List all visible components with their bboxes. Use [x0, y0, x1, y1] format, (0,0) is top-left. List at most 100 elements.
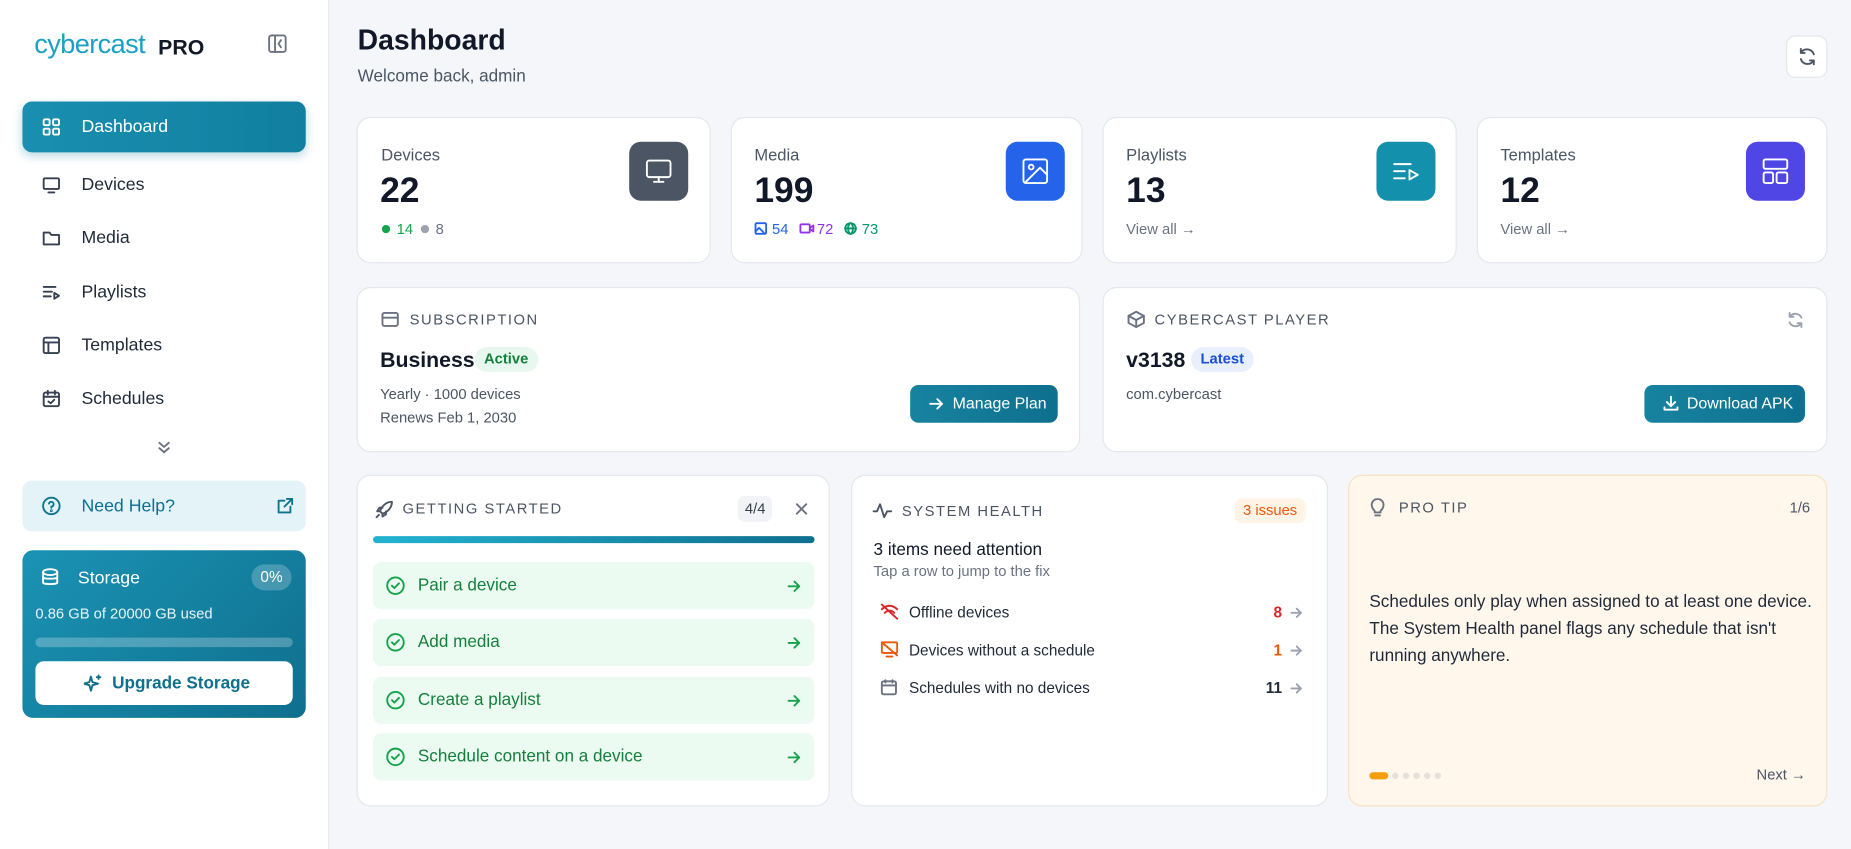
nav-item[interactable]: Media: [22, 213, 305, 264]
health-row[interactable]: Schedules with no devices 11: [880, 678, 1306, 702]
stat-card[interactable]: Playlists 13 View all →: [1102, 116, 1457, 264]
health-count: 1: [1273, 641, 1283, 659]
stat-icon: [1745, 141, 1805, 201]
stat-card[interactable]: Media 199 54 72 73: [730, 116, 1083, 264]
image-icon: [754, 222, 768, 235]
online-count: 14: [396, 220, 414, 238]
page-subtitle: Welcome back, admin: [357, 67, 526, 87]
nav-item[interactable]: Schedules: [22, 373, 305, 424]
offline-dot: [420, 224, 430, 234]
storage-percent: 0%: [251, 564, 292, 591]
button-label: Download APK: [1686, 394, 1794, 413]
nav-item[interactable]: Dashboard: [22, 101, 306, 153]
web-count: 73: [861, 220, 879, 238]
expand-more[interactable]: [157, 440, 171, 454]
collapse-button[interactable]: [268, 34, 287, 53]
issues-badge: 3 issues: [1234, 498, 1306, 524]
health-summary: 3 items need attention: [873, 540, 1042, 560]
refresh-icon: [1799, 48, 1815, 66]
button-label: Manage Plan: [952, 394, 1047, 413]
external-icon: [277, 497, 294, 514]
tip-text: Schedules only play when assigned to at …: [1369, 592, 1812, 666]
refresh-button[interactable]: [1786, 35, 1828, 78]
nav-item[interactable]: Playlists: [22, 267, 305, 318]
step-row[interactable]: Schedule content on a device: [373, 733, 815, 781]
nav-item[interactable]: Templates: [22, 320, 305, 371]
help-label: Need Help?: [81, 495, 175, 517]
storage-card: Storage 0% 0.86 GB of 20000 GB used Upgr…: [22, 550, 306, 718]
stat-icon: [1376, 141, 1436, 201]
step-row[interactable]: Create a playlist: [373, 676, 815, 724]
manage-plan-button[interactable]: Manage Plan: [910, 384, 1058, 423]
step-label: Pair a device: [417, 576, 517, 596]
renewal-date: Renews Feb 1, 2030: [380, 409, 517, 427]
refresh-icon[interactable]: [1787, 311, 1804, 329]
dismiss-button[interactable]: [795, 503, 808, 515]
stat-card[interactable]: Devices 22 14 8: [356, 116, 711, 264]
step-row[interactable]: Add media: [373, 618, 815, 666]
step-label: Add media: [417, 632, 500, 652]
stat-label: Media: [754, 145, 800, 165]
nav-icon: [42, 285, 60, 300]
online-dot: [381, 224, 391, 234]
page-title: Dashboard: [357, 24, 506, 57]
tip-pagination[interactable]: [1369, 771, 1452, 780]
health-hint: Tap a row to jump to the fix: [873, 563, 1050, 580]
nav-label: Devices: [81, 174, 145, 195]
storage-title: Storage: [77, 567, 140, 589]
plan-details: Yearly · 1000 devices: [380, 386, 521, 403]
card-icon: [381, 311, 399, 327]
upgrade-label: Upgrade Storage: [112, 674, 251, 694]
view-all-link[interactable]: View all →: [1500, 220, 1570, 238]
latest-badge: Latest: [1191, 347, 1254, 372]
nav-icon: [42, 177, 60, 194]
storage-bar: [35, 637, 293, 648]
storage-icon: [42, 568, 59, 585]
progress-bar: [373, 536, 815, 544]
health-label: Schedules with no devices: [908, 678, 1090, 697]
nav-label: Templates: [81, 335, 163, 356]
stat-value: 13: [1126, 171, 1166, 211]
web-icon: [844, 222, 857, 235]
logo: cybercast: [34, 28, 146, 60]
step-label: Schedule content on a device: [417, 747, 643, 767]
download-apk-button[interactable]: Download APK: [1644, 384, 1805, 423]
package-icon: [1127, 310, 1145, 329]
status-badge: Active: [474, 347, 538, 372]
step-label: Create a playlist: [417, 690, 541, 710]
nav-icon: [42, 231, 60, 246]
section-heading: CYBERCAST PLAYER: [1154, 311, 1331, 329]
next-button[interactable]: Next →: [1756, 766, 1806, 783]
stat-label: Templates: [1500, 145, 1576, 165]
progress-count: 4/4: [737, 495, 773, 522]
getting-started-card: GETTING STARTED 4/4 Pair a device Add me…: [356, 474, 830, 807]
section-heading: GETTING STARTED: [402, 500, 563, 518]
stat-label: Devices: [381, 145, 441, 165]
sidebar: cybercast PRO Dashboard Devices Media Pl…: [0, 0, 330, 849]
upgrade-button[interactable]: Upgrade Storage: [35, 661, 293, 705]
player-version: v3138: [1126, 348, 1186, 372]
section-heading: PRO TIP: [1398, 499, 1469, 517]
help-link[interactable]: Need Help?: [22, 480, 306, 532]
logo-badge: PRO: [158, 35, 205, 60]
health-row[interactable]: Devices without a schedule 1: [880, 640, 1306, 664]
health-count: 8: [1273, 603, 1283, 622]
bulb-icon: [1370, 498, 1385, 517]
image-count: 54: [772, 220, 789, 238]
stat-card[interactable]: Templates 12 View all →: [1476, 116, 1828, 264]
package-name: com.cybercast: [1126, 386, 1222, 403]
plan-name: Business: [380, 348, 475, 372]
health-row[interactable]: Offline devices 8: [880, 602, 1306, 626]
health-count: 11: [1265, 678, 1283, 697]
nav-icon: [42, 389, 60, 408]
step-row[interactable]: Pair a device: [373, 562, 815, 610]
sparkle-icon: [83, 674, 102, 692]
health-label: Devices without a schedule: [908, 641, 1095, 659]
nav-label: Dashboard: [81, 116, 169, 137]
nav-item[interactable]: Devices: [22, 159, 305, 210]
stat-value: 199: [754, 171, 814, 211]
view-all-link[interactable]: View all →: [1126, 220, 1196, 238]
storage-usage: 0.86 GB of 20000 GB used: [35, 605, 213, 623]
